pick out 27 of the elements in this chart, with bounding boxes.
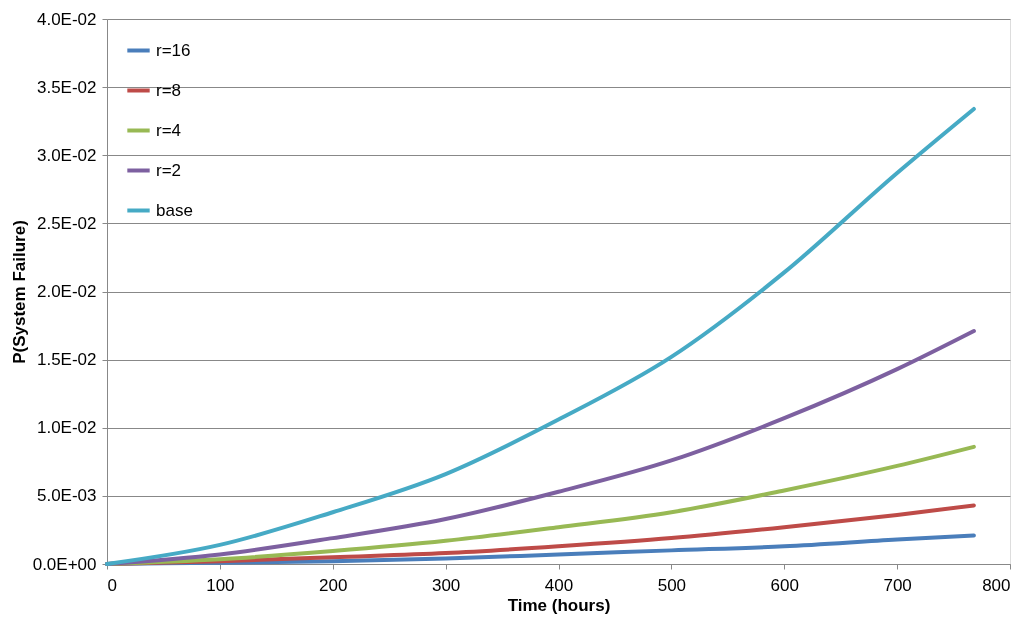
y-tick-label: 4.0E-02: [36, 9, 97, 29]
x-tick-label: 400: [544, 575, 574, 595]
y-tick-label: 5.0E-03: [36, 486, 97, 506]
legend-label: r=16: [156, 40, 191, 60]
x-tick-label: 0: [107, 575, 117, 595]
x-axis-title: Time (hours): [507, 595, 611, 615]
y-tick-label: 1.0E-02: [36, 418, 97, 438]
y-tick-label: 3.0E-02: [36, 145, 97, 165]
legend-label: r=4: [156, 120, 182, 140]
legend-label: r=2: [156, 160, 182, 180]
line-series: [105, 444, 976, 566]
legend-label: r=8: [156, 80, 182, 100]
y-axis-title: P(System Failure): [9, 220, 29, 364]
y-tick-label: 3.5E-02: [36, 77, 97, 97]
x-tick-label: 500: [657, 575, 687, 595]
legend-label: base: [156, 200, 193, 220]
y-tick-label: 1.5E-02: [36, 350, 97, 370]
y-tick-label: 2.5E-02: [36, 213, 97, 233]
x-tick-label: 800: [982, 575, 1011, 595]
x-tick-label: 600: [770, 575, 799, 595]
x-tick-label: 100: [206, 575, 235, 595]
y-tick-label: 0.0E+00: [32, 554, 97, 574]
x-tick-label: 300: [431, 575, 461, 595]
line-series: [105, 106, 976, 566]
x-tick-label: 200: [319, 575, 348, 595]
y-tick-label: 2.0E-02: [36, 282, 97, 301]
x-tick-label: 700: [883, 575, 912, 595]
